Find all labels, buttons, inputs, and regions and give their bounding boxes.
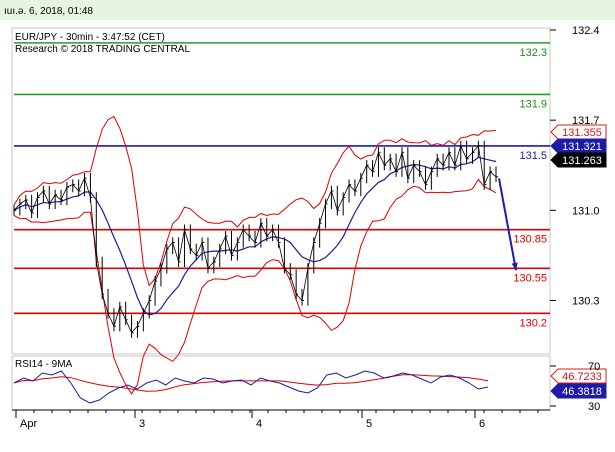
y-tick-label-1: 131.7 (572, 115, 600, 127)
x-tick-label-1: 3 (139, 418, 145, 430)
rsi-lines: 46.7233 46.3818 70 30 (13, 361, 607, 413)
rsi-tag-label-1: 46.3818 (562, 386, 602, 398)
y-tick-label-3: 130.3 (572, 295, 600, 307)
header-bar (0, 0, 615, 20)
forecast-line (498, 178, 517, 271)
level-label-0: 132.3 (519, 47, 547, 59)
x-axis: Apr 3 4 5 6 (12, 409, 550, 430)
timestamp: ıuı.ə. 6, 2018, 01:48 (4, 6, 93, 17)
rsi-line (13, 370, 489, 404)
price-tag-label-1: 131.321 (562, 141, 602, 153)
y-tick-label-2: 131.0 (572, 205, 600, 217)
x-tick-label-0: Apr (20, 418, 37, 430)
level-label-1: 131.9 (519, 98, 547, 110)
forecast-arrow (498, 178, 518, 271)
x-tick-label-2: 4 (256, 418, 262, 430)
level-label-5: 130.2 (519, 317, 547, 329)
price-line (13, 144, 497, 334)
price-tags: 131.355 131.321 131.263 (550, 124, 607, 168)
rsi-title: RSI14 - 9MA (15, 359, 73, 370)
rsi-tick-label-1: 30 (588, 401, 600, 413)
rsi-tick-label-0: 70 (588, 361, 600, 373)
level-label-2: 131.5 (519, 150, 547, 162)
rsi-tag-label-0: 46.7233 (562, 371, 602, 383)
forecast-arrowhead (511, 262, 518, 271)
level-lines: 132.3 131.9 131.5 130.85 130.55 130.2 (14, 42, 550, 329)
price-tag-label-0: 131.355 (562, 127, 602, 139)
x-tick-label-4: 6 (479, 418, 485, 430)
y-axis: 132.4 131.7 131.0 130.3 (550, 25, 600, 307)
level-label-4: 130.55 (513, 272, 547, 284)
rsi-tag-0 (550, 368, 607, 384)
price-tag-2 (550, 152, 607, 168)
level-label-3: 130.85 (513, 234, 547, 246)
chart-subtitle: Research © 2018 TRADING CENTRAL (15, 44, 190, 55)
rsi-panel (11, 355, 551, 411)
price-panel (11, 27, 551, 355)
rsi-tag-1 (550, 383, 607, 399)
chart-title: EUR/JPY - 30min - 3:47:52 (CET) (15, 32, 165, 43)
upper-band (13, 115, 497, 287)
price-bars (13, 140, 498, 338)
price-tag-label-2: 131.263 (562, 155, 602, 167)
x-tick-label-3: 5 (366, 418, 372, 430)
y-tick-label-0: 132.4 (572, 25, 600, 37)
